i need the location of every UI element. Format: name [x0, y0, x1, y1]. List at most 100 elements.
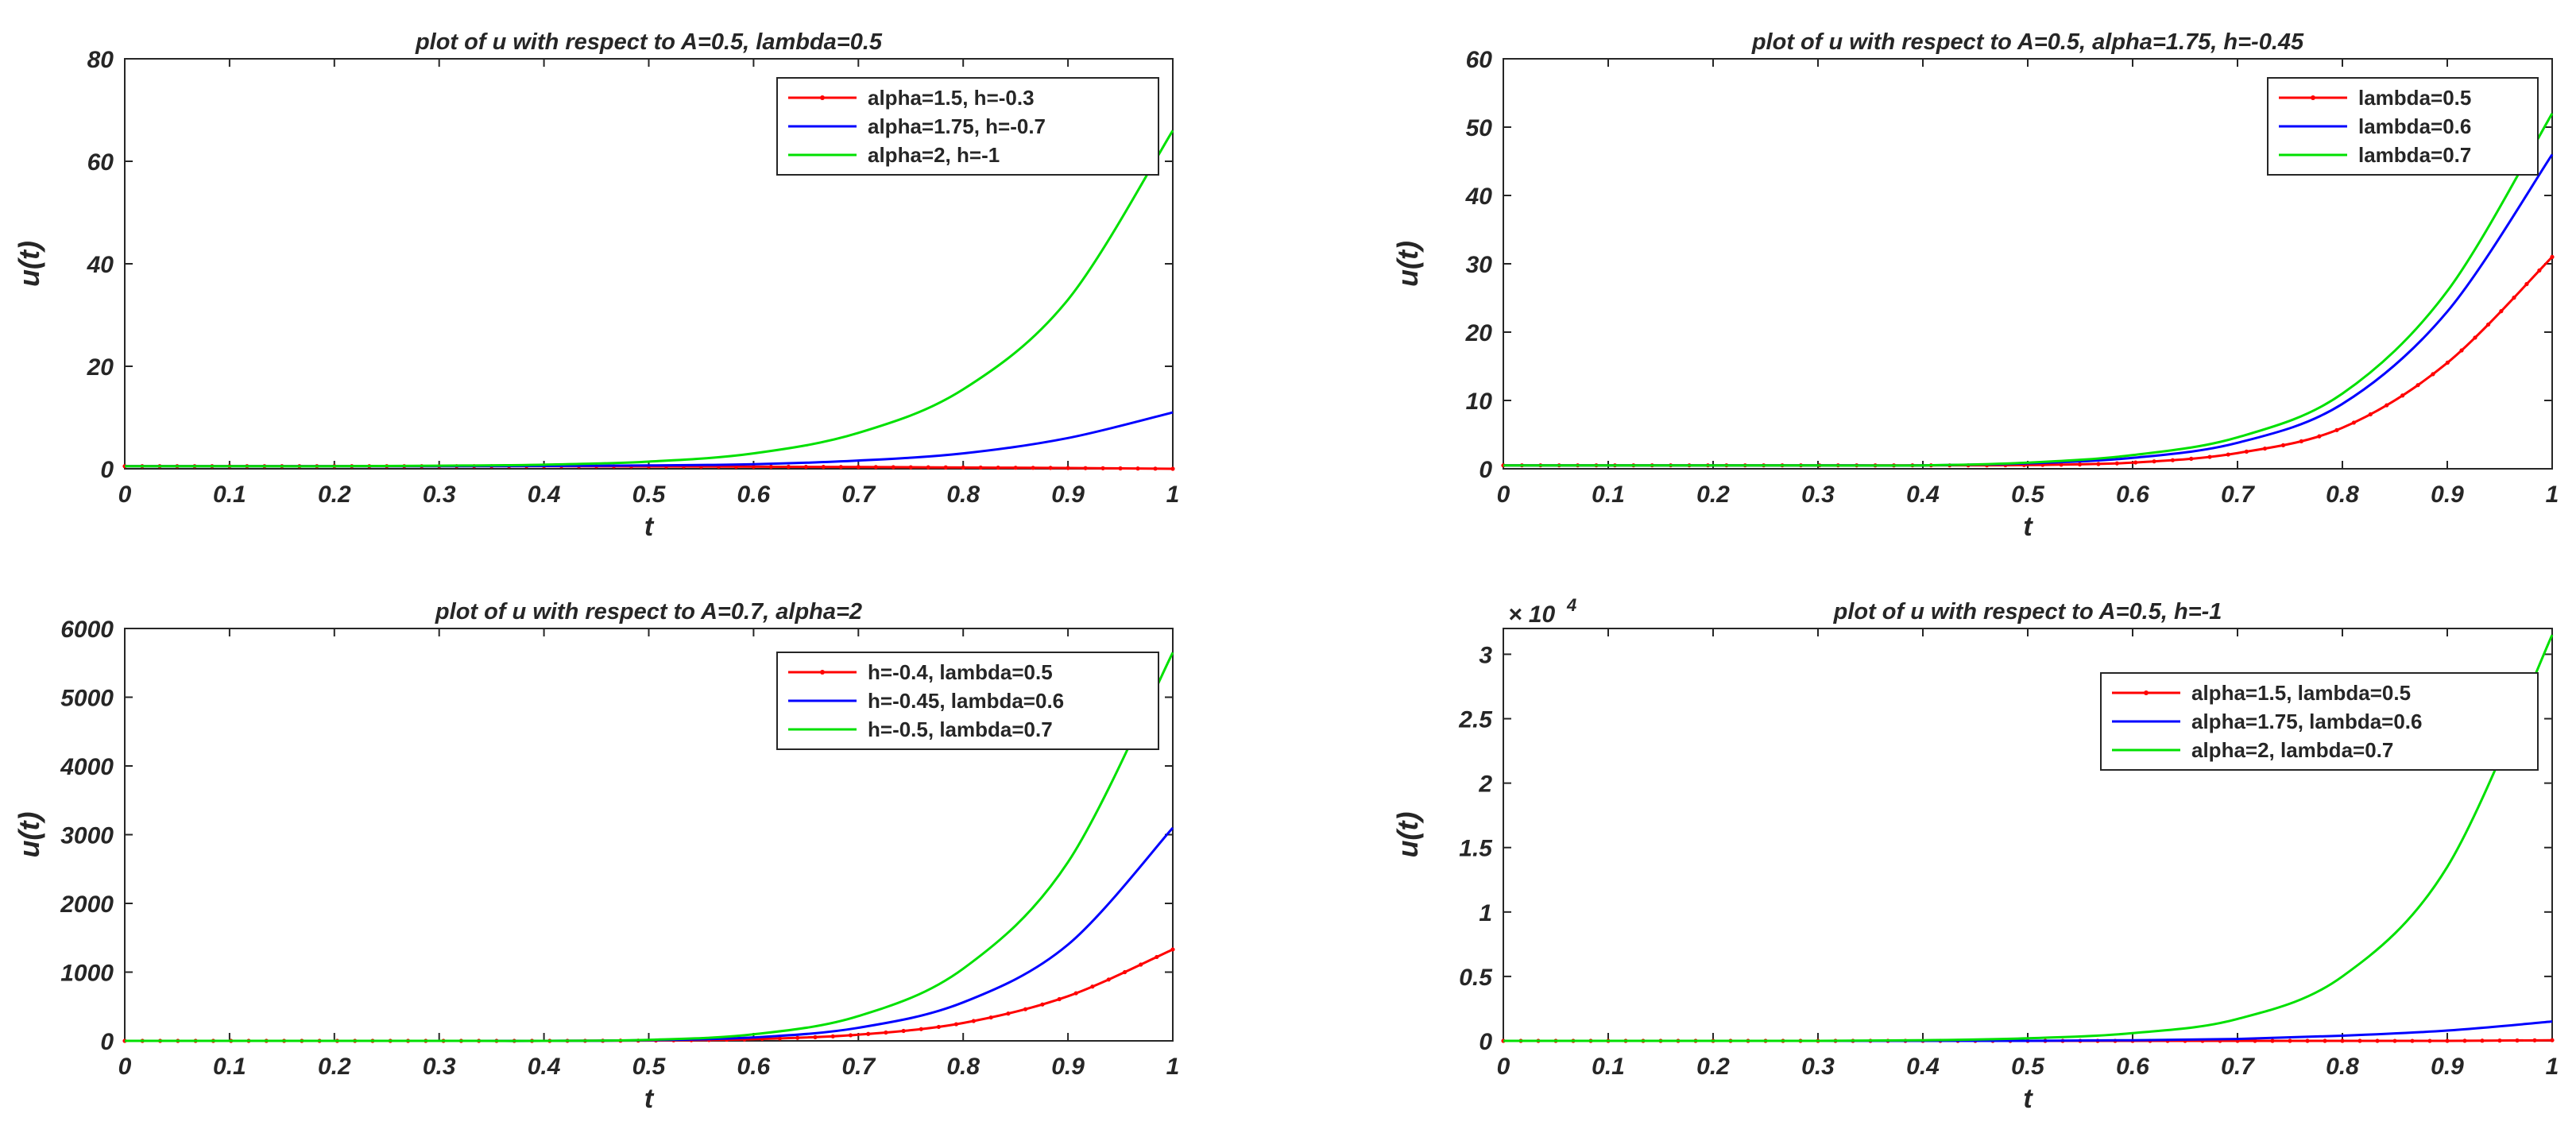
x-tick-label: 0.6	[2116, 481, 2149, 508]
series-marker	[1006, 1011, 1011, 1016]
y-tick-label: 0.5	[1459, 965, 1493, 991]
y-exponent-power: 4	[1566, 595, 1576, 615]
x-tick-label: 0.2	[318, 481, 351, 508]
legend-entry: alpha=1.5, lambda=0.5	[2191, 681, 2411, 705]
series-marker	[2253, 1038, 2257, 1043]
x-tick-label: 0.7	[841, 1054, 876, 1080]
legend-entry: alpha=1.75, h=-0.7	[868, 114, 1046, 138]
x-axis-label: t	[644, 1084, 655, 1114]
y-tick-label: 20	[1465, 320, 1493, 346]
y-tick-label: 80	[87, 47, 114, 73]
series-marker	[919, 1027, 923, 1031]
x-axis-label: t	[644, 512, 655, 542]
series-marker	[2299, 439, 2303, 443]
series-marker	[1122, 969, 1127, 975]
series-marker	[848, 1033, 853, 1038]
x-axis-label: t	[2023, 1084, 2033, 1114]
legend-entry: alpha=1.5, h=-0.3	[868, 86, 1035, 110]
series-line-3	[125, 130, 1174, 468]
y-tick-label: 30	[1466, 252, 1493, 278]
legend-entry: h=-0.5, lambda=0.7	[868, 717, 1053, 741]
series-marker	[1057, 996, 1062, 1002]
y-tick-label: 1	[1479, 900, 1492, 926]
series-marker	[1048, 466, 1053, 470]
legend-entry: alpha=2, h=-1	[868, 143, 1000, 167]
series-marker	[1139, 962, 1143, 967]
legend-marker	[820, 95, 825, 100]
x-tick-label: 0.3	[1801, 1054, 1835, 1080]
y-axis-label: u(t)	[13, 812, 45, 858]
series-marker	[2077, 462, 2083, 467]
x-tick-label: 0.2	[318, 1054, 351, 1080]
y-tick-label: 0	[1479, 457, 1492, 483]
series-marker	[2515, 1038, 2520, 1043]
series-marker	[873, 465, 878, 470]
x-tick-label: 0.6	[737, 1054, 771, 1080]
series-marker	[2459, 348, 2464, 353]
series-marker	[2473, 335, 2477, 340]
y-tick-label: 2	[1478, 772, 1492, 798]
x-tick-label: 1	[1166, 481, 1180, 508]
series-marker	[2368, 412, 2373, 417]
legend-entry: h=-0.45, lambda=0.6	[868, 689, 1064, 713]
series-marker	[830, 1034, 835, 1038]
series-marker	[2280, 443, 2286, 448]
y-tick-label: 1.5	[1459, 836, 1493, 862]
x-tick-label: 1	[2546, 481, 2559, 508]
series-marker	[908, 465, 913, 470]
series-marker	[2462, 1038, 2467, 1043]
x-tick-label: 0.1	[213, 1054, 246, 1080]
y-tick-label: 0	[1479, 1029, 1492, 1055]
series-marker	[2323, 1038, 2327, 1043]
series-marker	[2357, 1038, 2362, 1043]
series-marker	[2305, 1038, 2310, 1043]
legend-entry: lambda=0.7	[2358, 143, 2471, 167]
series-marker	[2152, 459, 2156, 464]
chart-panel-3: 0 0.1 0.2 0.3 0.4 0.5 0.6 0.7 0.8 0.9 1 0 1000 2000 30…	[13, 599, 1179, 1114]
x-tick-label: 0.1	[213, 481, 246, 508]
x-tick-label: 0.4	[528, 1054, 561, 1080]
series-marker	[2497, 1038, 2502, 1043]
series-marker	[2550, 254, 2555, 259]
legend-entry: lambda=0.6	[2358, 114, 2471, 138]
y-tick-label: 2000	[60, 891, 114, 918]
series-marker	[2059, 462, 2064, 467]
x-tick-label: 0.8	[2326, 1054, 2359, 1080]
series-marker	[1090, 984, 1095, 989]
chart-title: plot of u with respect to A=0.5, lambda=…	[415, 29, 883, 55]
series-marker	[2410, 1038, 2415, 1043]
series-marker	[2400, 393, 2405, 398]
series-marker	[2288, 1038, 2292, 1043]
series-marker	[2226, 452, 2230, 457]
legend-marker	[820, 670, 825, 675]
x-tick-label: 0	[1497, 1054, 1510, 1080]
chart-title: plot of u with respect to A=0.7, alpha=2	[435, 599, 862, 625]
x-tick-label: 0.3	[423, 1054, 456, 1080]
x-tick-label: 0.1	[1592, 481, 1625, 508]
x-tick-label: 0.7	[2221, 481, 2255, 508]
y-tick-label: 0	[100, 457, 114, 483]
series-marker	[1100, 466, 1105, 470]
y-tick-label: 3	[1479, 642, 1492, 668]
series-marker	[2485, 322, 2491, 327]
series-marker	[1106, 977, 1111, 982]
x-tick-label: 0	[118, 481, 132, 508]
series-marker	[2480, 1038, 2485, 1043]
y-tick-label: 20	[87, 354, 114, 381]
x-tick-label: 0.5	[2011, 1054, 2045, 1080]
y-tick-label: 2.5	[1458, 707, 1493, 733]
y-tick-label: 3000	[60, 823, 114, 849]
series-marker	[996, 465, 1000, 470]
x-tick-label: 0.5	[632, 481, 667, 508]
series-marker	[2427, 1038, 2432, 1043]
series-marker	[978, 465, 983, 470]
y-tick-label: 0	[100, 1029, 114, 1055]
series-marker	[2512, 296, 2516, 300]
series-marker	[2532, 1038, 2537, 1042]
y-tick-label: 60	[87, 149, 114, 176]
series-marker	[821, 465, 826, 470]
series-marker	[2114, 461, 2119, 466]
x-tick-label: 0.7	[841, 481, 876, 508]
series-marker	[803, 464, 808, 470]
y-tick-label: 60	[1466, 47, 1493, 73]
